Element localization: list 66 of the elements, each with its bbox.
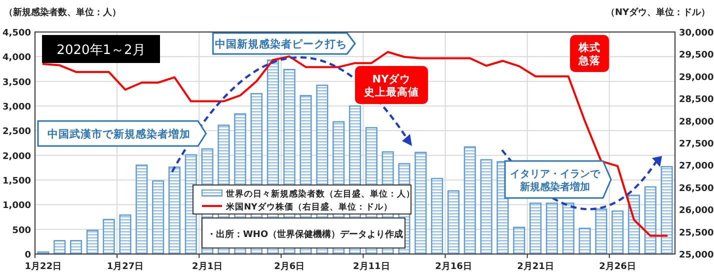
y-tick-label: 3,500 [2,78,31,88]
x-tick-label: 2月11日 [353,261,390,272]
bar [168,166,181,255]
x-tick-label: 1月27日 [106,261,144,272]
x-tick-label: 2月21日 [517,261,554,272]
legend-label: 米国NYダウ株価（右目盛、単位：ドル） [225,202,392,212]
y2-tick-label: 28,500 [679,95,714,106]
annotation: イタリア・イランで [510,169,601,180]
bar [546,202,558,255]
annotation: NYダウ [372,72,411,86]
x-tick-label: 1月22日 [24,261,62,272]
y-tick-label: 0 [24,250,31,260]
y-tick-label: 1,500 [2,176,31,186]
bar [628,194,640,255]
x-tick-label: 2月26日 [599,261,636,272]
x-tick-label: 2月6日 [274,261,305,272]
y-axis-title: （新規感染者数、単位：人） [4,7,121,18]
bar [86,230,98,255]
annotation: 株式 [578,41,600,54]
bar [447,190,460,255]
bar [152,180,164,255]
y2-tick-label: 26,000 [679,206,714,216]
y2-tick-label: 25,000 [679,250,714,260]
legend-label: 世界の日々新規感染者数（左目盛、単位：人） [225,188,415,200]
y-tick-label: 500 [12,226,31,236]
bar [578,228,591,255]
bar [102,218,115,255]
y2-tick-label: 27,000 [679,162,714,172]
y-tick-label: 3,000 [2,102,31,112]
annotation: 中国新規感染者ピーク打ち [215,38,347,50]
annotation: 史上最高値 [364,86,419,98]
bar [513,226,526,255]
bar [612,210,624,255]
y2-tick-label: 29,500 [679,50,714,61]
bar [529,202,542,255]
y-tick-label: 4,500 [2,28,31,38]
y-tick-label: 1,000 [2,201,31,212]
bar [70,240,82,255]
x-tick-label: 2月1日 [192,261,223,272]
y2-tick-label: 28,000 [679,117,714,128]
bar [414,152,427,255]
y2-tick-label: 30,000 [679,28,714,38]
annotation: 中国武漢市で新規感染者増加 [48,128,190,140]
annotation: 急落 [578,54,602,67]
bar [119,214,132,255]
x-tick-label: 2月16日 [435,261,472,272]
y2-tick-label: 27,500 [679,140,714,150]
bar [136,164,148,255]
bar [431,178,444,255]
bar [480,159,492,255]
y-tick-label: 4,000 [2,53,31,64]
annotation: ・出所：WHO（世界保健機構）データより作成 [207,229,404,240]
y-tick-label: 2,500 [2,127,31,138]
bar [464,146,476,255]
bar [54,240,66,255]
y2-tick-label: 29,000 [679,72,714,83]
y-tick-label: 2,000 [2,152,31,162]
bar [595,208,608,255]
bar [660,166,673,255]
y2-tick-label: 25,500 [679,228,714,238]
annotation: 新規感染者増加 [519,181,590,193]
annotation: 2020年1～2月 [56,43,146,58]
bar [562,202,574,255]
y2-axis-title: （NYダウ、単位：ドル） [606,7,710,18]
bar [644,186,656,255]
y2-tick-label: 26,500 [679,184,714,194]
